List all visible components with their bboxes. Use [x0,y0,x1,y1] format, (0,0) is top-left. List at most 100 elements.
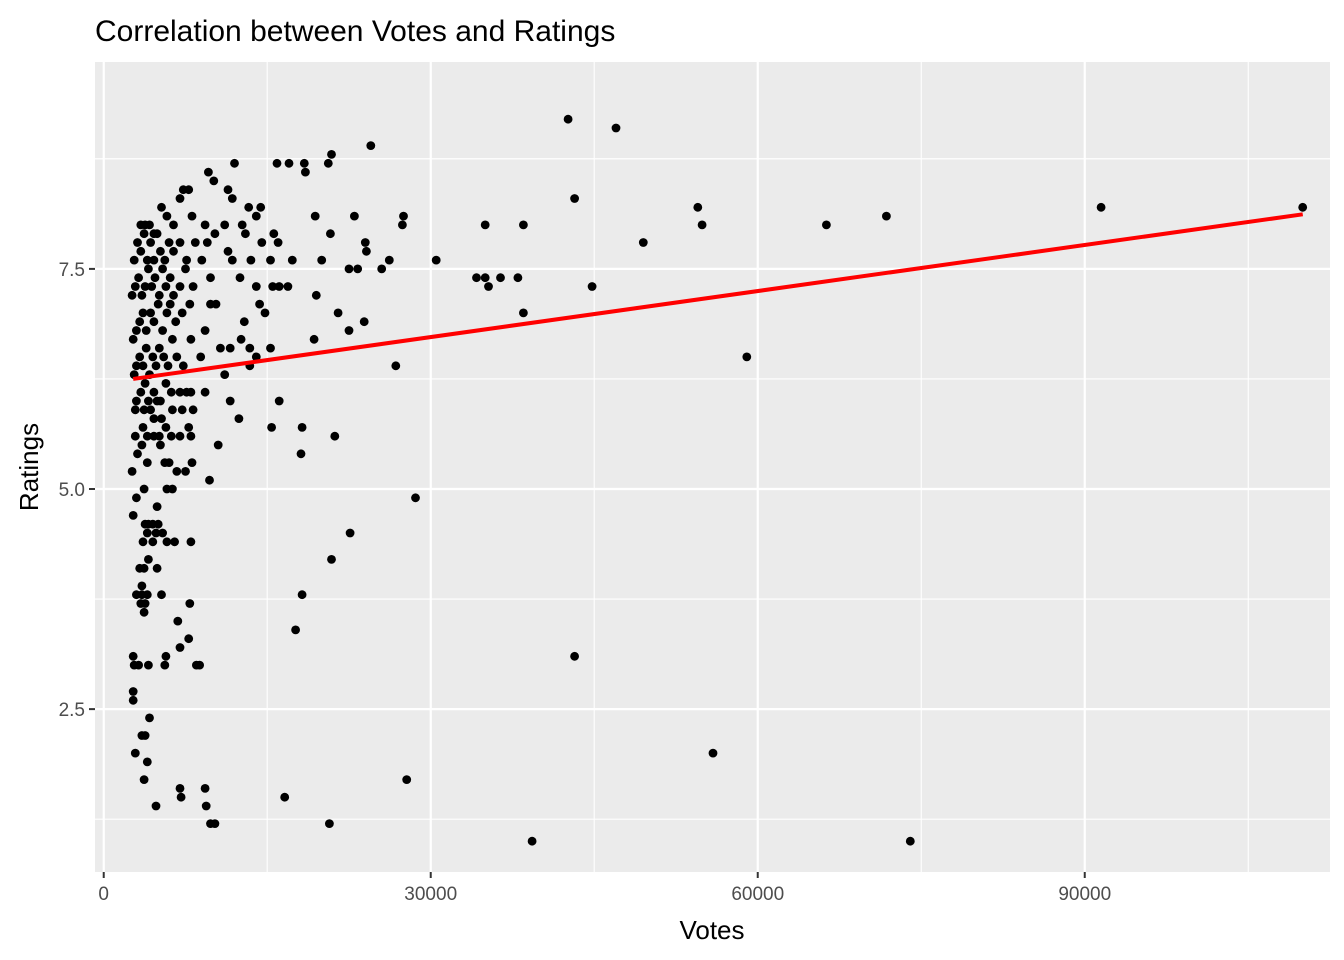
data-point [200,220,210,230]
data-point [134,273,144,283]
data-point [742,352,752,362]
data-point [136,599,146,608]
data-point [327,555,336,564]
data-point [244,202,254,212]
data-point [188,405,198,415]
data-point [146,238,156,247]
data-point [172,352,182,362]
data-point [206,273,215,283]
data-point [344,264,354,274]
data-point [225,343,235,353]
data-point [137,731,147,740]
data-point [175,387,185,397]
data-point [176,792,186,802]
data-point [200,387,210,397]
data-point [129,255,139,265]
data-point [144,264,153,274]
data-point [170,537,180,547]
data-point [161,282,171,291]
minor-gridlines [95,62,1330,872]
data-point [157,202,166,212]
trend-line [132,212,1304,381]
data-point [142,528,152,538]
data-point [570,194,579,203]
data-point [127,290,137,300]
data-point [708,748,718,758]
data-point [130,431,140,441]
data-point [153,519,163,529]
data-point [136,246,146,256]
data-point [157,414,166,423]
data-point [149,387,159,397]
data-point [223,246,233,256]
data-point [141,326,151,335]
data-point [144,660,153,670]
data-point [165,273,175,283]
data-point [325,819,334,828]
data-point [611,123,621,133]
data-point [882,211,891,221]
y-tick-label: 2.5 [59,700,85,721]
data-point [210,819,220,828]
data-point [377,264,387,274]
chart-title: Correlation between Votes and Ratings [95,15,615,48]
data-point [130,282,140,291]
x-tick-label: 30000 [404,884,457,905]
data-point [145,220,154,230]
data-point [527,836,537,846]
data-point [266,343,275,353]
data-point [484,282,493,291]
data-point [311,290,321,300]
data-point [153,299,163,309]
data-point [480,273,490,283]
data-point [273,238,283,247]
data-point [255,299,264,309]
data-point [154,431,164,441]
data-point [168,405,177,415]
data-point [158,326,168,335]
data-point [587,282,597,291]
scatter-points [127,114,1308,846]
data-point [175,784,185,793]
data-point [360,238,370,247]
data-point [344,326,354,335]
data-point [399,211,408,221]
data-point [563,114,573,124]
data-point [142,255,152,265]
data-point [173,616,183,626]
data-point [144,555,153,564]
data-point [178,361,188,371]
data-point [296,449,306,459]
data-point [301,167,310,177]
data-point [147,282,157,291]
data-point [297,590,307,600]
data-point [188,282,198,291]
data-point [186,334,196,344]
data-point [146,405,156,415]
data-point [257,238,267,247]
data-point [132,493,141,503]
data-point [161,423,171,432]
data-point [227,194,237,203]
data-point [158,528,168,538]
data-point [256,202,266,212]
data-point [310,211,320,221]
data-point [472,273,481,283]
data-point [570,651,579,661]
data-point [135,317,145,327]
data-point [137,290,147,300]
data-point [230,158,239,168]
data-point [197,255,207,265]
data-point [177,405,187,415]
data-point [162,211,172,221]
x-tick-label: 0 [98,884,109,905]
data-point [519,220,528,230]
data-point [299,158,309,168]
data-point [133,449,142,459]
data-point [362,246,371,256]
data-point [127,467,137,476]
data-point [160,255,170,265]
data-point [274,396,284,406]
data-point [237,220,247,230]
data-point [161,379,171,388]
